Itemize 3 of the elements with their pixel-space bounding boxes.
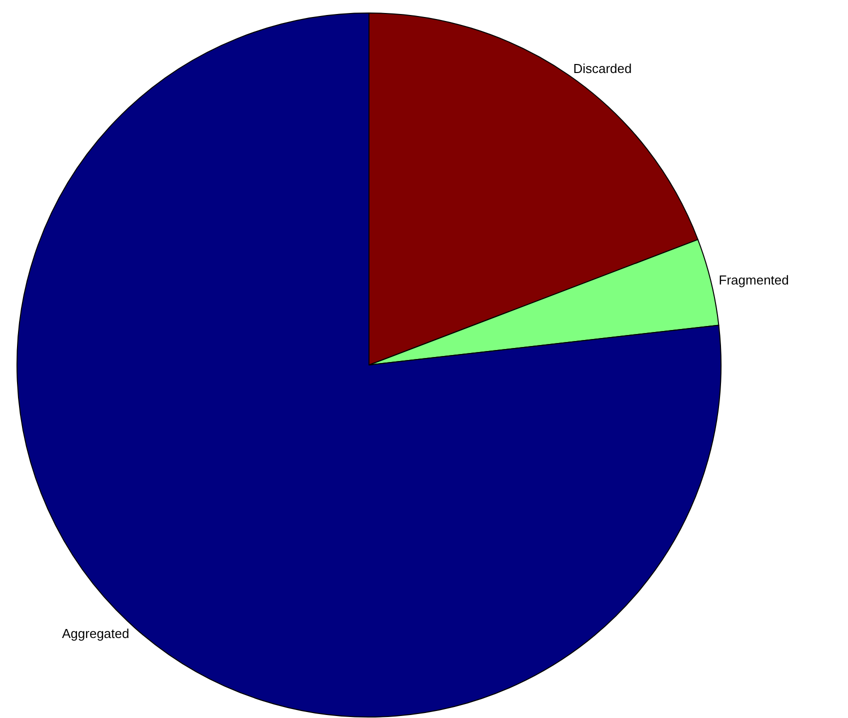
slice-label: Discarded (573, 61, 632, 76)
slice-label: Aggregated (62, 626, 130, 642)
slice-label: Fragmented (718, 272, 789, 288)
